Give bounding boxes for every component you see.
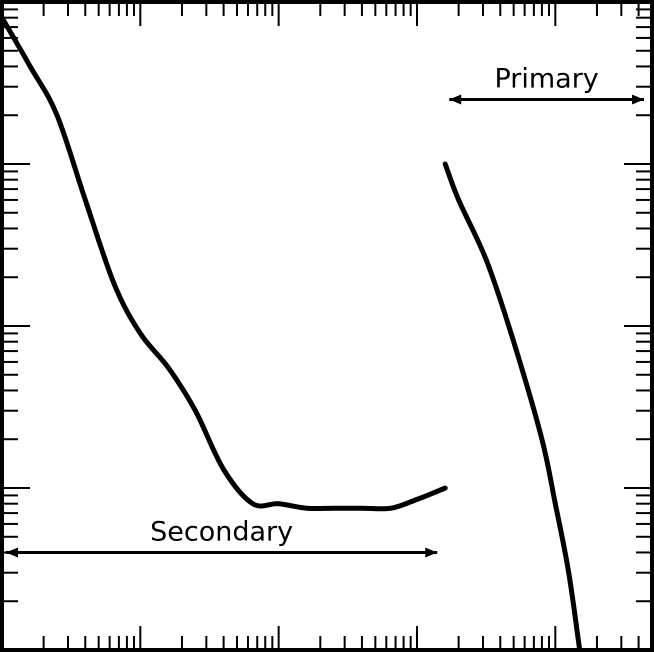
range-annotations: Secondary Primary [6, 64, 644, 558]
series-line-1 [0, 15, 448, 512]
primary-range-right-arrowhead [632, 94, 644, 105]
secondary-label: Secondary [150, 516, 293, 547]
curves [0, 15, 583, 652]
secondary-range-right-arrowhead [425, 547, 438, 558]
primary-range-left-arrowhead [449, 94, 462, 105]
series-line-2 [442, 161, 583, 652]
secondary-range-left-arrowhead [6, 547, 18, 558]
primary-label: Primary [494, 64, 598, 95]
